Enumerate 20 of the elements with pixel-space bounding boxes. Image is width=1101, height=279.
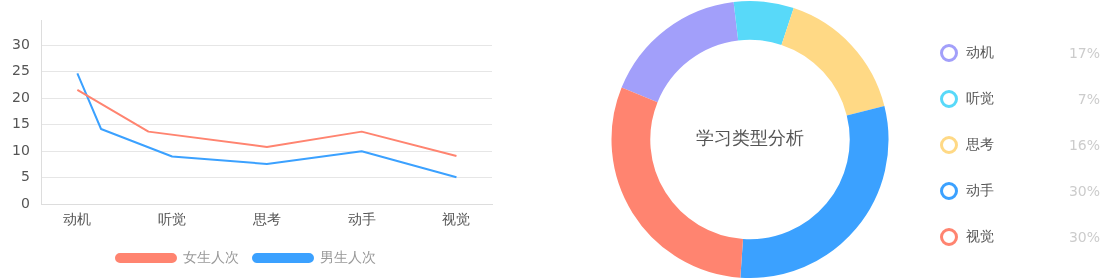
legend-label: 视觉 — [966, 228, 994, 246]
x-tick-label: 听觉 — [158, 211, 187, 228]
y-tick-label: 30 — [11, 35, 30, 52]
x-tick-label: 视觉 — [442, 211, 471, 228]
y-tick-label: 10 — [11, 141, 30, 158]
legend-label: 动手 — [966, 182, 994, 200]
y-tick-label: 0 — [20, 194, 30, 211]
legend-label: 女生人次 — [183, 248, 239, 265]
x-tick-label: 动机 — [63, 211, 92, 228]
y-tick-label: 20 — [11, 88, 30, 105]
legend-label: 男生人次 — [320, 248, 376, 265]
y-tick-label: 5 — [20, 168, 30, 185]
legend-label: 动机 — [966, 44, 994, 62]
legend-label: 听觉 — [966, 90, 994, 108]
y-tick-label: 25 — [11, 62, 30, 79]
text: 学习类型分析 — [696, 127, 804, 149]
legend-label: 思考 — [966, 136, 994, 154]
x-tick-label: 思考 — [251, 211, 281, 228]
x-tick-label: 动手 — [347, 211, 376, 228]
y-tick-label: 15 — [11, 115, 30, 132]
